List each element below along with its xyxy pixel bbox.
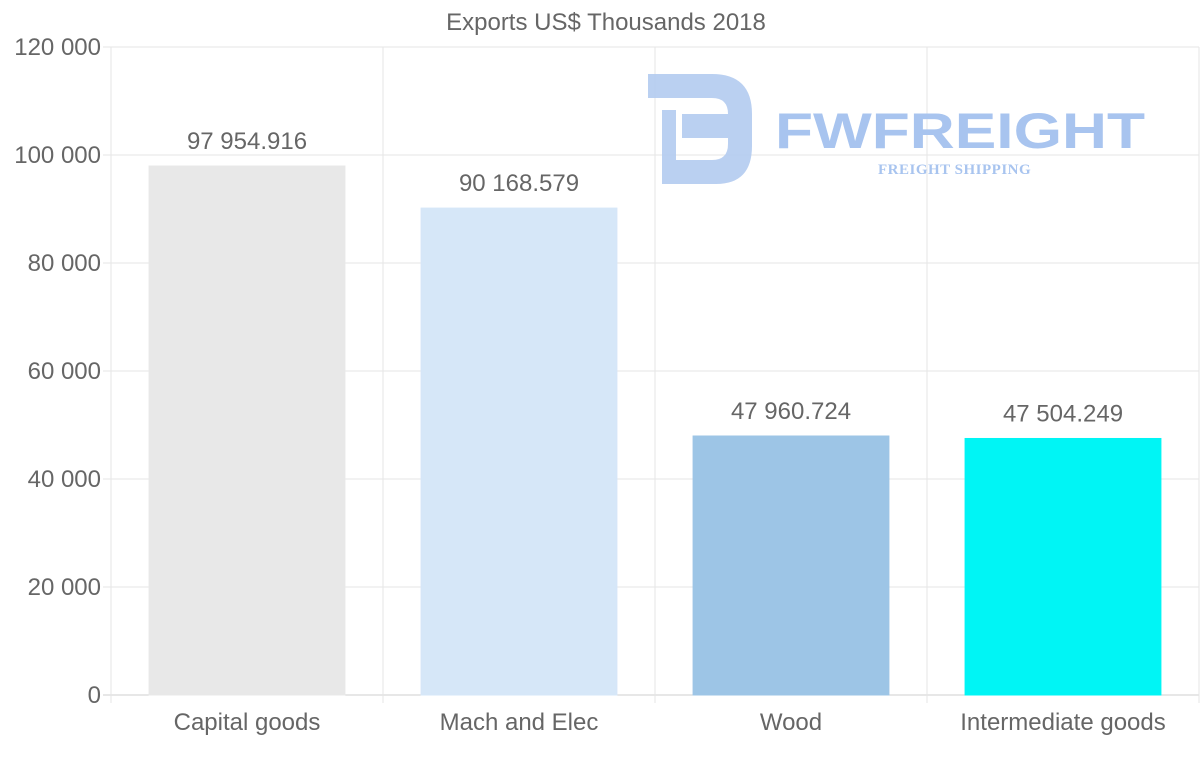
bar[interactable] [420,207,618,696]
bars: 97 954.916 90 168.579 47 960.724 47 504.249 [148,128,1162,696]
watermark-tagline: FREIGHT SHIPPING [878,162,1031,178]
watermark: FWFREIGHT FREIGHT SHIPPING [648,74,1145,184]
x-tick-label: Wood [760,709,822,736]
bar-value-label: 90 168.579 [459,170,579,197]
bar[interactable] [692,435,890,696]
y-tick-label: 120 000 [14,34,101,61]
bar-value-label: 97 954.916 [187,128,307,155]
y-tick-label: 80 000 [28,250,101,277]
y-tick-label: 40 000 [28,466,101,493]
x-tick-label: Intermediate goods [960,709,1165,736]
y-tick-label: 60 000 [28,358,101,385]
y-tick-label: 0 [88,682,101,709]
y-tick-label: 100 000 [14,142,101,169]
x-tick-label: Capital goods [174,709,321,736]
fw-logo-icon [648,74,752,184]
bar-value-label: 47 504.249 [1003,400,1123,427]
chart-title: Exports US$ Thousands 2018 [446,9,766,36]
x-tick-label: Mach and Elec [440,709,599,736]
bar-value-label: 47 960.724 [731,398,851,425]
watermark-brand: FWFREIGHT [775,103,1145,159]
bar[interactable] [964,437,1162,696]
axes: 0 20 000 40 000 60 000 80 000 100 000 120 000 C… [14,34,1166,736]
bar[interactable] [148,165,346,696]
y-tick-label: 20 000 [28,574,101,601]
